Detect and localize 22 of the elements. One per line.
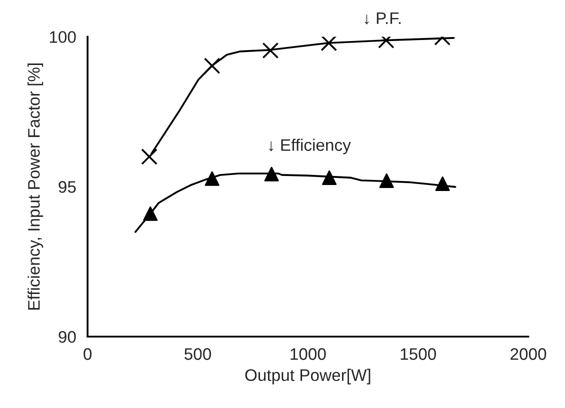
x-axis-title: Output Power[W]	[245, 368, 370, 384]
y-tick-label: 90	[58, 331, 76, 343]
point	[322, 170, 337, 185]
point	[379, 173, 394, 188]
point	[264, 166, 279, 182]
x-tick-label: 500	[184, 348, 212, 360]
x-tick-label: 0	[84, 348, 92, 360]
point	[320, 36, 338, 52]
point	[262, 42, 279, 59]
y-tick-label: 95	[58, 181, 76, 193]
point	[435, 176, 450, 191]
point	[141, 148, 158, 165]
x-tick-label: 2000	[510, 348, 546, 360]
x-tick-label: 1500	[400, 348, 436, 360]
point	[143, 206, 158, 221]
point	[204, 171, 220, 186]
text: ↓ P.F.	[364, 12, 401, 24]
annotation: ↓ Efficiency	[269, 138, 351, 154]
x-tick-label: 1000	[290, 348, 326, 360]
point	[204, 58, 220, 74]
y-axis-title: Efficiency, Input Power Factor [%]	[28, 64, 44, 310]
y-tick-label: 100	[50, 31, 76, 43]
